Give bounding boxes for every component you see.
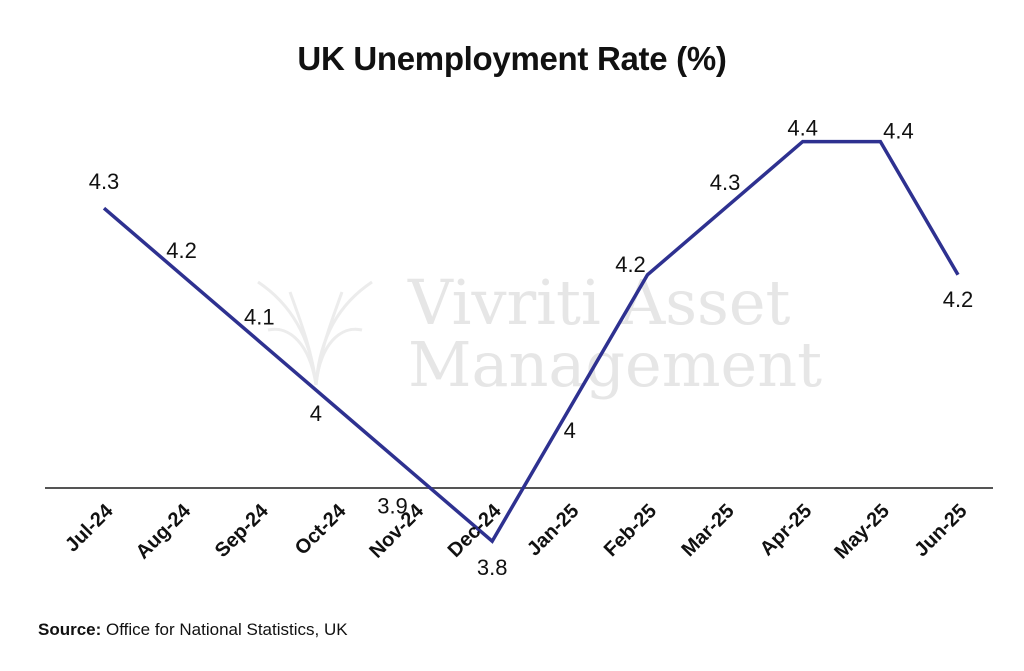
series-line-unemployment [102, 139, 960, 544]
x-tick-label-may-25: May-25 [830, 500, 894, 564]
data-label-aug-24: 4.2 [166, 238, 197, 263]
data-label-mar-25: 4.3 [710, 170, 741, 195]
watermark: Vivriti Asset Management [257, 266, 822, 401]
x-tick-label-sep-24: Sep-24 [211, 499, 274, 562]
x-tick-label-jan-25: Jan-25 [523, 500, 583, 560]
data-label-sep-24: 4.1 [244, 304, 275, 329]
x-tick-label-aug-24: Aug-24 [132, 499, 196, 563]
x-tick-label-feb-25: Feb-25 [600, 500, 661, 561]
data-label-jun-25: 4.2 [943, 287, 974, 312]
data-label-nov-24: 3.9 [377, 494, 408, 519]
source-text: Office for National Statistics, UK [101, 620, 348, 639]
data-label-dec-24: 3.8 [477, 555, 508, 580]
chart-title: UK Unemployment Rate (%) [297, 40, 727, 77]
x-tick-label-apr-25: Apr-25 [756, 500, 816, 560]
vivriti-logo-icon [257, 280, 373, 386]
data-label-jul-24: 4.3 [89, 169, 120, 194]
data-label-feb-25: 4.2 [615, 252, 646, 277]
source-label: Source: [38, 620, 102, 639]
data-label-may-25: 4.4 [883, 119, 914, 144]
x-tick-label-jun-25: Jun-25 [910, 500, 971, 561]
watermark-line-1: Vivriti Asset [407, 266, 791, 339]
data-label-apr-25: 4.4 [787, 116, 818, 141]
x-tick-label-mar-25: Mar-25 [677, 500, 738, 561]
x-tick-label-jul-24: Jul-24 [61, 499, 118, 556]
data-label-oct-24: 4 [310, 401, 322, 426]
data-label-jan-25: 4 [564, 418, 576, 443]
x-tick-label-oct-24: Oct-24 [291, 499, 351, 559]
source-note: Source: Office for National Statistics, … [38, 620, 348, 640]
watermark-line-2: Management [408, 328, 822, 401]
